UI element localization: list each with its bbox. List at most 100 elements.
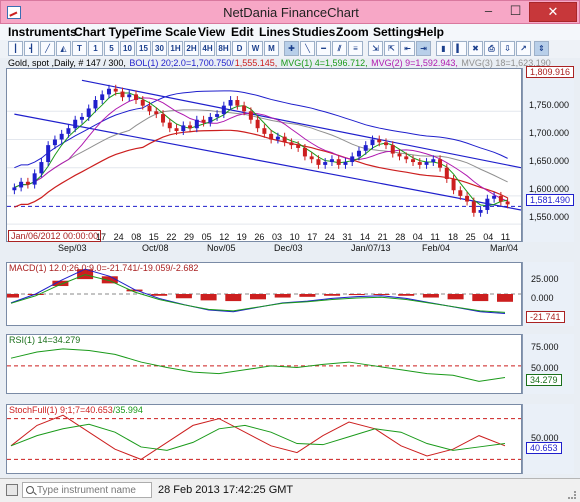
x-month-tick: Oct/08	[142, 243, 169, 253]
timescale-weekly-button[interactable]: W	[248, 41, 263, 56]
candle-body	[208, 116, 213, 123]
timescale-1-button[interactable]: 1	[88, 41, 103, 56]
text-tool-button[interactable]: T	[72, 41, 87, 56]
minimize-button[interactable]: –	[484, 3, 493, 18]
price-chart-svg[interactable]	[7, 69, 522, 241]
timescale-2h-button[interactable]: 2H	[184, 41, 199, 56]
candle-body	[275, 136, 280, 140]
bar-chart-button[interactable]: ┫	[24, 41, 39, 56]
fibonacci-icon[interactable]: ≡	[348, 41, 363, 56]
scroll-right-icon[interactable]: ⇥	[416, 41, 431, 56]
channel-icon[interactable]: ⫽	[332, 41, 347, 56]
timescale-1h-button[interactable]: 1H	[168, 41, 183, 56]
macd-svg[interactable]	[3, 263, 521, 325]
line-chart-button[interactable]: ╱	[40, 41, 55, 56]
macd-histogram-bar	[497, 294, 513, 302]
print-icon[interactable]: ⎙	[484, 41, 499, 56]
timescale-daily-button[interactable]: D	[232, 41, 247, 56]
crosshair-icon[interactable]: ✚	[284, 41, 299, 56]
menu-lines[interactable]: Lines	[259, 25, 291, 39]
x-month-tick: Mar/04	[490, 243, 519, 253]
channel-upper-line	[81, 79, 522, 169]
menu-edit[interactable]: Edit	[231, 25, 254, 39]
macd-panel[interactable]	[3, 262, 522, 326]
menu-instruments[interactable]: Instruments	[8, 25, 77, 39]
scroll-left-icon[interactable]: ⇤	[400, 41, 415, 56]
timescale-15-button[interactable]: 15	[136, 41, 151, 56]
price-axis[interactable]: 1,809.916 1,750.000 1,700.000 1,650.000 …	[522, 66, 575, 242]
legend-instrument: Gold, spot ,Daily, # 147 / 300,	[8, 58, 129, 68]
candlestick-chart-button[interactable]: ┃	[8, 41, 23, 56]
candle-body	[498, 195, 503, 202]
menu-studies[interactable]: Studies	[292, 25, 336, 39]
timescale-8h-button[interactable]: 8H	[216, 41, 231, 56]
area-chart-button[interactable]: ◭	[56, 41, 71, 56]
candle-body	[19, 181, 24, 188]
x-day-tick: 19	[236, 232, 247, 242]
maximize-button[interactable]: ☐	[509, 3, 522, 18]
candle-body	[154, 111, 159, 115]
candle-body	[471, 201, 476, 213]
candle-body	[161, 114, 166, 123]
x-day-tick: 17	[96, 232, 107, 242]
macd-value-box: -21.741	[526, 311, 565, 323]
menu-settings[interactable]: Settings	[373, 25, 421, 39]
save-icon[interactable]: ⇩	[500, 41, 515, 56]
timescale-5-button[interactable]: 5	[104, 41, 119, 56]
candle-body	[478, 209, 483, 213]
macd-histogram-bar	[101, 276, 118, 284]
macd-histogram-bar	[151, 294, 168, 296]
x-day-tick: 24	[324, 232, 335, 242]
instrument-search-input[interactable]	[22, 482, 152, 498]
menu-help[interactable]: Help	[418, 25, 445, 39]
search-icon	[26, 486, 34, 494]
candle-body	[174, 128, 179, 132]
candle-body	[309, 156, 314, 160]
x-day-tick: 21	[377, 232, 388, 242]
menu-bar: Instruments Chart Type Time Scale View E…	[0, 24, 580, 40]
trendline-icon[interactable]: ╲	[300, 41, 315, 56]
menu-time-scale[interactable]: Time Scale	[134, 25, 197, 39]
rsi-svg[interactable]	[7, 335, 521, 393]
stoch-svg[interactable]	[7, 405, 521, 473]
bar-marker-icon[interactable]: ▮	[436, 41, 451, 56]
menu-zoom[interactable]: Zoom	[336, 25, 369, 39]
menu-chart-type[interactable]: Chart Type	[74, 25, 136, 39]
y-tick: 0.000	[531, 293, 554, 303]
timescale-10-button[interactable]: 10	[120, 41, 135, 56]
candle-body	[181, 125, 186, 132]
window-title: NetDania FinanceChart	[223, 5, 359, 20]
stoch-panel[interactable]	[6, 404, 522, 474]
close-button[interactable]: ✕	[529, 2, 577, 22]
candle-body	[384, 142, 388, 146]
remove-icon[interactable]: ✖	[468, 41, 483, 56]
y-tick: 1,650.000	[529, 156, 570, 166]
menu-view[interactable]: View	[198, 25, 226, 39]
macd-histogram-bar	[398, 294, 415, 296]
timescale-4h-button[interactable]: 4H	[200, 41, 215, 56]
stoch-label-signal: /35.994	[112, 405, 143, 415]
timescale-30-button[interactable]: 30	[152, 41, 167, 56]
macd-histogram-bar	[299, 294, 316, 297]
zoom-out-icon[interactable]: ⇱	[384, 41, 399, 56]
price-chart-panel[interactable]	[6, 68, 522, 242]
horizontal-line-icon[interactable]: ━	[316, 41, 331, 56]
macd-histogram-bar	[348, 294, 365, 296]
candle-body	[79, 116, 84, 120]
candle-body	[242, 105, 247, 112]
candle-body	[201, 119, 206, 123]
timescale-monthly-button[interactable]: M	[264, 41, 279, 56]
autoscale-icon[interactable]: ⇕	[534, 41, 549, 56]
rsi-panel[interactable]	[6, 334, 522, 394]
resize-grip-icon[interactable]	[568, 491, 576, 499]
status-settings-icon[interactable]	[6, 484, 18, 496]
marker-icon[interactable]: ▍	[452, 41, 467, 56]
candle-body	[451, 178, 456, 191]
candle-body	[140, 100, 145, 106]
zoom-in-icon[interactable]: ⇲	[368, 41, 383, 56]
candle-body	[350, 156, 355, 163]
candle-body	[167, 122, 172, 129]
export-icon[interactable]: ↗	[516, 41, 531, 56]
x-day-tick: 18	[448, 232, 459, 242]
x-day-tick: 17	[307, 232, 318, 242]
